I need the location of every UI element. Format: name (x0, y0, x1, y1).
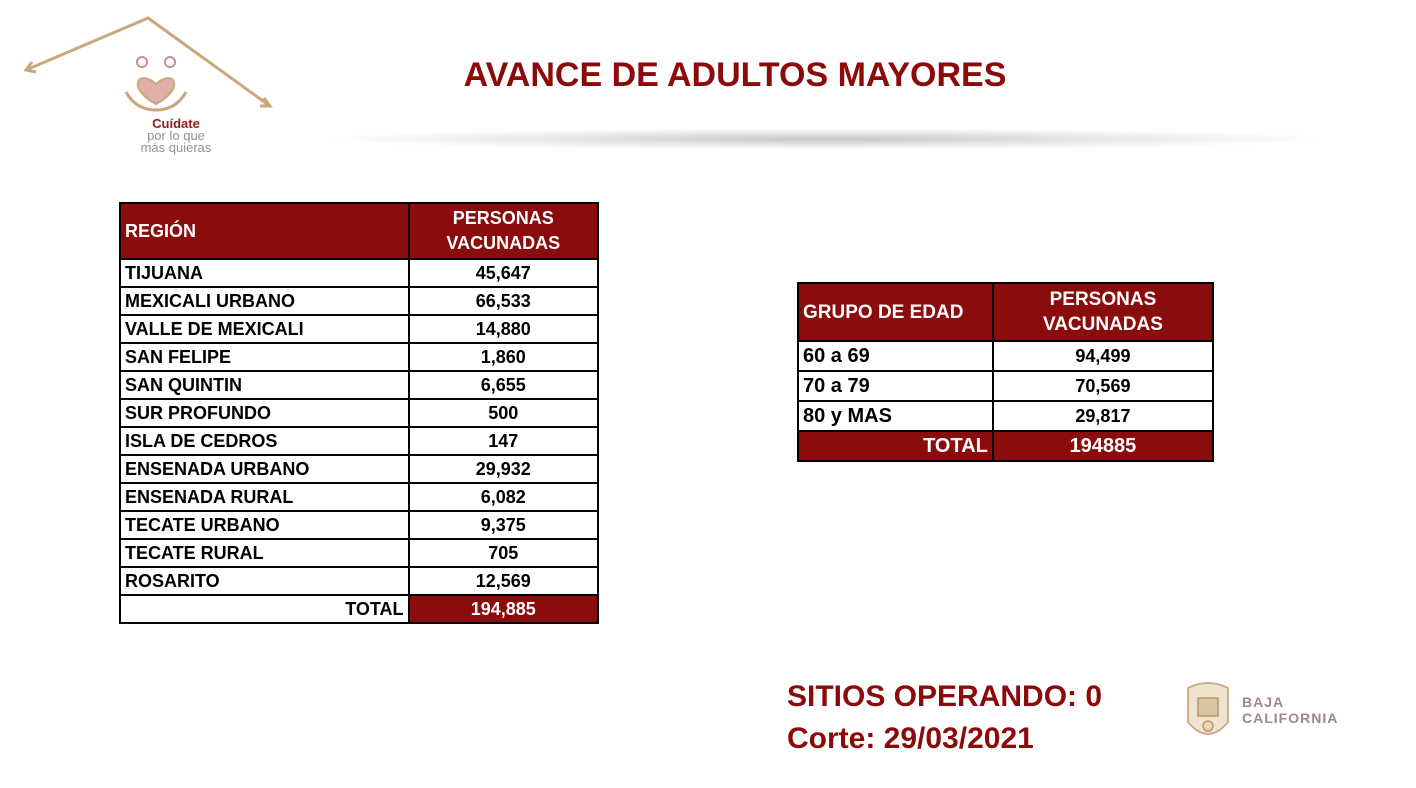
age-group: 80 y MAS (797, 400, 994, 432)
table-row: 80 y MAS 29,817 (797, 400, 1215, 432)
region-name: ROSARITO (119, 566, 410, 596)
state-seal-icon (1187, 682, 1229, 735)
table-header-row: REGIÓN PERSONAS VACUNADAS (119, 202, 600, 260)
region-value: 1,860 (407, 342, 600, 372)
total-value: 194,885 (407, 594, 600, 624)
bc-logo-text: BAJA CALIFORNIA (1242, 694, 1338, 726)
region-name: SAN FELIPE (119, 342, 410, 372)
table-row: SAN QUINTIN 6,655 (119, 370, 600, 400)
footer-status: SITIOS OPERANDO: 0 Corte: 29/03/2021 (787, 676, 1102, 760)
age-group: 60 a 69 (797, 340, 994, 372)
region-name: VALLE DE MEXICALI (119, 314, 410, 344)
total-row: TOTAL 194,885 (119, 594, 600, 624)
region-name: SAN QUINTIN (119, 370, 410, 400)
age-group-table: GRUPO DE EDAD PERSONAS VACUNADAS 60 a 69… (797, 282, 1215, 462)
region-value: 66,533 (407, 286, 600, 316)
table-row: ISLA DE CEDROS 147 (119, 426, 600, 456)
logo-line-1: Cuídate (152, 116, 200, 131)
table-row: 70 a 79 70,569 (797, 370, 1215, 402)
logo-text: Cuídate por lo que más quieras (106, 116, 246, 155)
total-row: TOTAL 194885 (797, 430, 1215, 462)
region-name: TECATE RURAL (119, 538, 410, 568)
family-heart-icon (23, 16, 273, 112)
total-value: 194885 (991, 430, 1215, 462)
region-value: 6,655 (407, 370, 600, 400)
cutoff-date: Corte: 29/03/2021 (787, 722, 1034, 755)
table-row: 60 a 69 94,499 (797, 340, 1215, 372)
total-label: TOTAL (797, 430, 994, 462)
bc-line-1: BAJA (1242, 694, 1285, 710)
region-value: 12,569 (407, 566, 600, 596)
total-label: TOTAL (119, 594, 410, 624)
table-row: ROSARITO 12,569 (119, 566, 600, 596)
title-divider (320, 128, 1330, 150)
region-name: ISLA DE CEDROS (119, 426, 410, 456)
page-title: AVANCE DE ADULTOS MAYORES (463, 56, 1007, 94)
table-row: TIJUANA 45,647 (119, 258, 600, 288)
table-row: SAN FELIPE 1,860 (119, 342, 600, 372)
region-table: REGIÓN PERSONAS VACUNADAS TIJUANA 45,647 … (119, 202, 600, 624)
header-vaccinated: PERSONAS VACUNADAS (991, 282, 1215, 342)
bc-line-2: CALIFORNIA (1242, 710, 1339, 726)
region-name: TECATE URBANO (119, 510, 410, 540)
region-name: ENSENADA URBANO (119, 454, 410, 484)
region-value: 45,647 (407, 258, 600, 288)
region-name: TIJUANA (119, 258, 410, 288)
region-name: ENSENADA RURAL (119, 482, 410, 512)
region-value: 705 (407, 538, 600, 568)
region-value: 9,375 (407, 510, 600, 540)
sites-operating: SITIOS OPERANDO: 0 (787, 680, 1103, 713)
table-row: VALLE DE MEXICALI 14,880 (119, 314, 600, 344)
age-value: 70,569 (991, 370, 1215, 402)
region-value: 14,880 (407, 314, 600, 344)
table-row: TECATE URBANO 9,375 (119, 510, 600, 540)
table-row: ENSENADA URBANO 29,932 (119, 454, 600, 484)
table-row: SUR PROFUNDO 500 (119, 398, 600, 428)
region-value: 500 (407, 398, 600, 428)
header-vaccinated: PERSONAS VACUNADAS (407, 202, 600, 260)
region-value: 147 (407, 426, 600, 456)
baja-california-logo: BAJA CALIFORNIA (1180, 678, 1370, 756)
table-header-row: GRUPO DE EDAD PERSONAS VACUNADAS (797, 282, 1215, 342)
age-group: 70 a 79 (797, 370, 994, 402)
region-value: 6,082 (407, 482, 600, 512)
header-region: REGIÓN (119, 202, 410, 260)
age-value: 29,817 (991, 400, 1215, 432)
table-row: TECATE RURAL 705 (119, 538, 600, 568)
region-name: SUR PROFUNDO (119, 398, 410, 428)
table-row: MEXICALI URBANO 66,533 (119, 286, 600, 316)
header-age-group: GRUPO DE EDAD (797, 282, 994, 342)
cuidate-logo: Cuídate por lo que más quieras (18, 12, 278, 172)
age-value: 94,499 (991, 340, 1215, 372)
logo-line-2: por lo que (147, 128, 205, 143)
region-value: 29,932 (407, 454, 600, 484)
logo-line-3: más quieras (140, 140, 212, 155)
table-row: ENSENADA RURAL 6,082 (119, 482, 600, 512)
region-name: MEXICALI URBANO (119, 286, 410, 316)
